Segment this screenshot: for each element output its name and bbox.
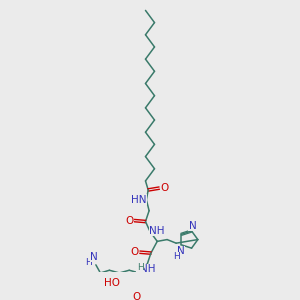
Text: O: O	[130, 247, 139, 257]
Text: HN: HN	[131, 195, 147, 205]
Text: O: O	[125, 216, 134, 226]
Text: N: N	[177, 246, 184, 256]
Text: NH: NH	[140, 264, 156, 274]
Text: H: H	[173, 252, 179, 261]
Text: HO: HO	[104, 278, 120, 288]
Text: NH: NH	[149, 226, 165, 236]
Text: N: N	[90, 252, 98, 262]
Text: N: N	[189, 220, 196, 231]
Text: O: O	[160, 183, 169, 193]
Text: O: O	[132, 292, 141, 300]
Text: H: H	[85, 258, 92, 267]
Text: H: H	[137, 263, 143, 272]
